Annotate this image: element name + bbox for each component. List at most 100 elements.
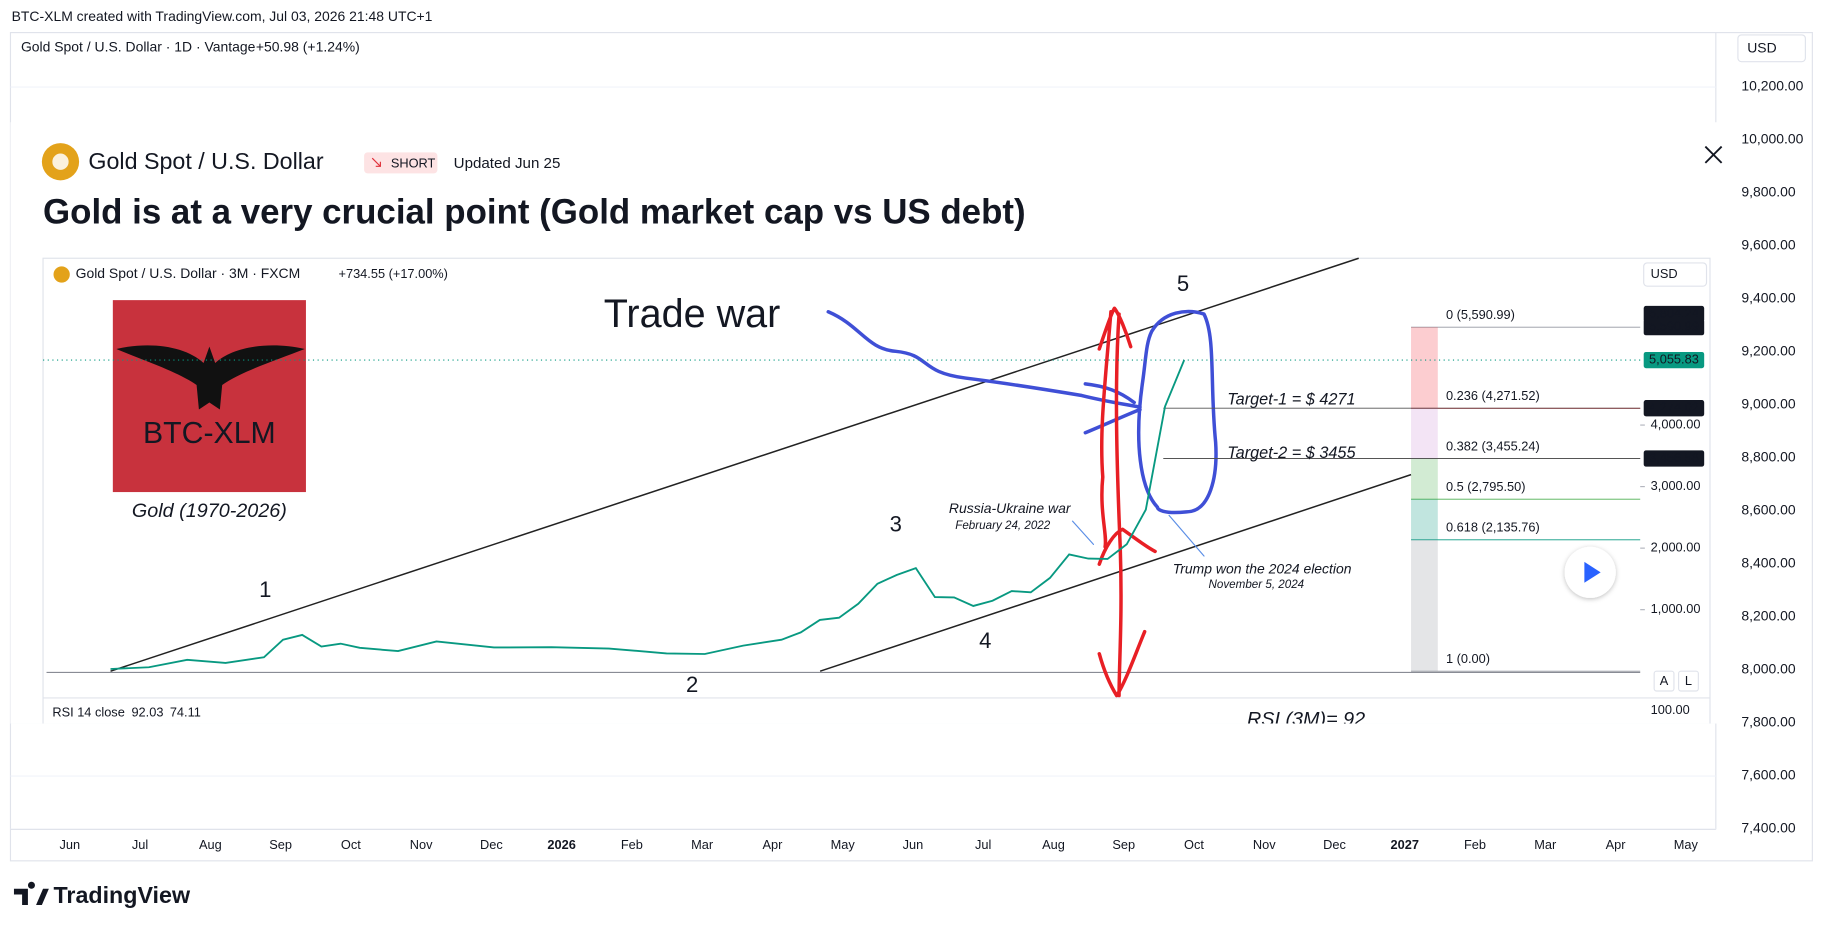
x-tick-label: Aug xyxy=(1042,837,1065,852)
y-tick-label: 8,200.00 xyxy=(1741,608,1796,624)
y-tick-label: 9,800.00 xyxy=(1741,184,1796,200)
fib-zone xyxy=(1411,499,1438,540)
target-1: Target-1 = $ 4271 xyxy=(1227,390,1355,408)
y-tick-label: 7,800.00 xyxy=(1741,714,1796,730)
rsi-value: 92.03 xyxy=(131,704,163,719)
wave-label: 1 xyxy=(259,577,271,602)
x-tick-label: Dec xyxy=(480,837,503,852)
fib-label: 0.5 (2,795.50) xyxy=(1446,479,1526,494)
price-tag xyxy=(1643,400,1705,417)
inner-y-tick-label: 3,000.00 xyxy=(1651,478,1701,493)
wave-label: 5 xyxy=(1177,271,1189,296)
y-tick-label: 7,400.00 xyxy=(1741,820,1796,836)
side-badge: SHORT xyxy=(391,155,436,170)
x-tick-label: Apr xyxy=(762,837,783,852)
upper-trendline xyxy=(110,257,1359,672)
idea-symbol: Gold Spot / U.S. Dollar xyxy=(88,148,323,174)
created-label: BTC-XLM created with TradingView.com, Ju… xyxy=(12,8,433,24)
y-tick-label: 9,400.00 xyxy=(1741,290,1796,306)
x-tick-label: 2026 xyxy=(547,837,575,852)
x-tick-label: Nov xyxy=(410,837,433,852)
idea-card: Gold Spot / U.S. Dollar SHORT Updated Jun … xyxy=(10,122,1734,730)
war-note: Russia-Ukraine war xyxy=(949,500,1072,516)
x-tick-label: Oct xyxy=(341,837,361,852)
lower-trendline xyxy=(819,473,1412,672)
rsi-label: RSI 14 close xyxy=(52,704,124,719)
fib-label: 0.382 (3,455.24) xyxy=(1446,438,1540,453)
y-tick-label: 8,600.00 xyxy=(1741,502,1796,518)
price-tag-label: 5,804.24 xyxy=(1649,305,1699,320)
scale-button[interactable] xyxy=(1678,670,1699,692)
wave-label: 3 xyxy=(890,512,902,537)
x-tick-label: Feb xyxy=(621,837,643,852)
inner-y-tick-label: 1,000.00 xyxy=(1651,601,1701,616)
x-tick-label: Nov xyxy=(1253,837,1276,852)
election-date: November 5, 2024 xyxy=(1209,578,1305,591)
fib-label: 0 (5,590.99) xyxy=(1446,307,1515,322)
x-tick-label: Sep xyxy=(1112,837,1135,852)
wave-label: 4 xyxy=(979,628,991,653)
y-tick-label: 8,000.00 xyxy=(1741,661,1796,677)
fib-label: 0.618 (2,135.76) xyxy=(1446,520,1540,535)
target-2: Target-2 = $ 3455 xyxy=(1227,444,1356,462)
x-tick-label: Feb xyxy=(1464,837,1486,852)
rsi-tick: 100.00 xyxy=(1651,702,1690,717)
election-note: Trump won the 2024 election xyxy=(1173,561,1352,577)
fib-zone xyxy=(1411,327,1438,409)
blue-drawing xyxy=(1083,382,1142,435)
y-tick-label: 9,200.00 xyxy=(1741,343,1796,359)
scale-button-label: A xyxy=(1660,673,1669,688)
fib-zone xyxy=(1411,408,1438,459)
caption: Gold (1970-2026) xyxy=(132,500,287,522)
x-tick-label: Oct xyxy=(1184,837,1204,852)
price-tag-label: 3,456.58 xyxy=(1649,450,1699,465)
rsi-note: RSI (3M)= 92 xyxy=(1247,708,1365,730)
x-tick-label: Mar xyxy=(1534,837,1557,852)
rsi-signal: 74.11 xyxy=(170,704,201,719)
blue-drawing xyxy=(1137,309,1218,515)
badge-arrow xyxy=(371,157,381,167)
price-tag xyxy=(1643,351,1705,369)
red-drawing xyxy=(1097,306,1157,698)
war-date: February 24, 2022 xyxy=(955,519,1051,532)
inner-icon xyxy=(53,266,70,283)
price-tag xyxy=(1643,450,1705,467)
x-tick-label: Aug xyxy=(199,837,222,852)
arrow xyxy=(1071,514,1205,557)
wave-label: 2 xyxy=(686,672,698,697)
x-tick-label: Jun xyxy=(59,837,80,852)
fib-label: 0.236 (4,271.52) xyxy=(1446,388,1540,403)
scale-button[interactable] xyxy=(1653,670,1675,692)
idea-title: Gold is at a very crucial point (Gold ma… xyxy=(43,192,1026,231)
inner-y-tick-label: 2,000.00 xyxy=(1651,540,1701,555)
short-badge xyxy=(364,152,438,174)
inner-y-tick-label: 4,000.00 xyxy=(1651,416,1701,431)
x-tick-label: Jul xyxy=(132,837,148,852)
y-tick-label: 7,600.00 xyxy=(1741,767,1796,783)
currency-box[interactable] xyxy=(1737,34,1806,63)
price-tag xyxy=(1643,319,1705,336)
y-tick-label: 10,200.00 xyxy=(1741,78,1803,94)
y-tick-label: 9,000.00 xyxy=(1741,396,1796,412)
inner-currency-box xyxy=(1643,262,1708,287)
tv-logo xyxy=(13,881,49,906)
price-line xyxy=(110,359,1186,670)
inner-symbol: Gold Spot / U.S. Dollar · 3M · FXCM xyxy=(76,265,301,281)
logo-text: BTC-XLM xyxy=(143,417,276,450)
close-button[interactable] xyxy=(1704,145,1723,164)
symbol: Gold Spot / U.S. Dollar · 1D · Vantage xyxy=(21,38,256,54)
fib-zone xyxy=(1411,539,1438,672)
scale-button-label: L xyxy=(1685,673,1692,688)
fib-zone xyxy=(1411,458,1438,500)
y-tick-label: 9,600.00 xyxy=(1741,237,1796,253)
x-tick-label: 2027 xyxy=(1391,837,1419,852)
x-tick-label: Mar xyxy=(691,837,714,852)
x-tick-label: May xyxy=(831,837,856,852)
play-icon xyxy=(1584,561,1601,583)
blue-drawing xyxy=(826,310,1142,409)
price-tag xyxy=(1643,305,1705,323)
price-tag-label: 4,274.02 xyxy=(1649,400,1699,415)
gold-icon-inner xyxy=(52,153,69,170)
